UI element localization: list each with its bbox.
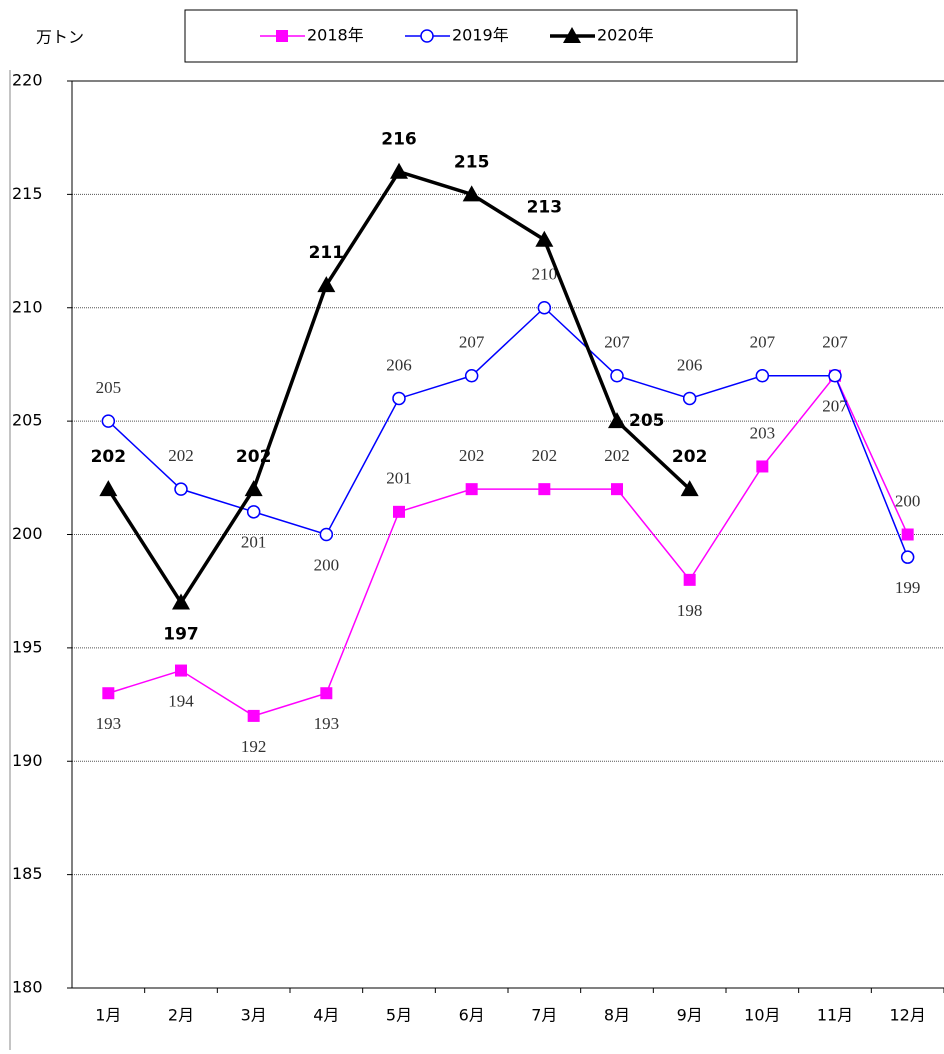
- data-label: 206: [386, 355, 412, 374]
- data-label: 207: [822, 333, 848, 352]
- data-point: [393, 505, 405, 518]
- y-tick-label: 185: [12, 864, 43, 883]
- x-tick-label: 9月: [677, 1006, 703, 1025]
- data-point: [172, 593, 190, 610]
- data-point: [174, 482, 188, 496]
- data-label: 206: [677, 355, 703, 374]
- y-tick-label: 210: [12, 297, 43, 316]
- data-label: 207: [750, 333, 776, 352]
- y-tick-label: 220: [12, 71, 43, 90]
- data-point: [247, 709, 260, 722]
- x-tick-label: 6月: [459, 1006, 485, 1025]
- data-point: [608, 412, 626, 429]
- data-label: 207: [459, 333, 485, 352]
- data-label: 202: [672, 447, 708, 467]
- data-point: [390, 162, 408, 179]
- data-label: 215: [454, 152, 490, 172]
- x-tick-label: 1月: [95, 1006, 121, 1025]
- data-label: 202: [532, 446, 558, 465]
- data-point: [102, 687, 115, 700]
- data-point: [317, 276, 336, 293]
- x-tick-label: 8月: [604, 1006, 630, 1025]
- data-label: 202: [168, 446, 194, 465]
- data-label: 197: [163, 625, 199, 645]
- series-line: [107, 306, 909, 558]
- data-label: 200: [314, 555, 340, 574]
- x-tick-label: 2月: [168, 1006, 194, 1025]
- data-point: [682, 391, 697, 406]
- data-label: 201: [241, 533, 267, 552]
- data-point: [244, 480, 263, 497]
- legend-marker: [563, 27, 581, 43]
- data-label: 202: [236, 447, 272, 467]
- data-point: [755, 369, 770, 383]
- data-point: [465, 483, 478, 496]
- data-label: 202: [91, 447, 127, 467]
- data-point: [680, 480, 699, 497]
- legend-marker: [420, 29, 434, 43]
- y-tick-label: 205: [12, 411, 43, 430]
- legend-label: 2019年: [452, 26, 509, 45]
- data-label: 200: [895, 491, 921, 510]
- data-point: [828, 369, 842, 383]
- data-point: [610, 369, 624, 383]
- x-tick-label: 5月: [386, 1006, 412, 1025]
- x-tick-label: 4月: [313, 1006, 339, 1025]
- data-point: [901, 528, 914, 541]
- data-label: 193: [96, 714, 122, 733]
- data-label: 203: [750, 423, 776, 442]
- series-line: [108, 374, 909, 717]
- data-point: [99, 480, 118, 497]
- data-point: [756, 460, 769, 473]
- data-label: 216: [381, 130, 417, 150]
- data-label: 199: [895, 578, 921, 597]
- y-tick-label: 190: [12, 751, 43, 770]
- data-point: [246, 505, 261, 519]
- y-tick-label: 180: [12, 978, 43, 997]
- data-point: [464, 369, 479, 383]
- data-label: 194: [168, 691, 194, 710]
- data-label: 207: [822, 397, 848, 416]
- y-axis-label: 万トン: [36, 28, 84, 47]
- data-label: 193: [314, 714, 340, 733]
- x-tick-label: 11月: [817, 1006, 853, 1025]
- data-label: 202: [604, 446, 630, 465]
- data-point: [175, 664, 187, 677]
- data-point: [900, 550, 915, 564]
- x-tick-label: 3月: [241, 1006, 267, 1025]
- x-tick-label: 7月: [531, 1006, 557, 1025]
- series-line: [106, 169, 691, 606]
- data-point: [538, 483, 551, 496]
- data-label: 205: [629, 411, 665, 431]
- data-label: 210: [532, 265, 558, 284]
- data-point: [537, 301, 552, 315]
- x-tick-label: 12月: [889, 1006, 925, 1025]
- data-label: 201: [386, 469, 412, 488]
- data-point: [320, 687, 333, 700]
- data-label: 198: [677, 601, 703, 620]
- y-tick-label: 200: [12, 524, 43, 543]
- data-point: [462, 185, 481, 202]
- data-label: 207: [604, 333, 630, 352]
- data-point: [611, 483, 623, 496]
- data-point: [392, 391, 406, 406]
- data-point: [101, 414, 116, 428]
- data-point: [683, 573, 696, 586]
- data-label: 192: [241, 737, 267, 756]
- legend-marker: [276, 30, 288, 42]
- data-label: 211: [309, 243, 345, 263]
- x-tick-label: 10月: [744, 1006, 780, 1025]
- data-point: [319, 527, 334, 542]
- data-point: [535, 230, 554, 247]
- data-label: 213: [527, 198, 563, 218]
- y-tick-label: 215: [12, 184, 43, 203]
- data-label: 205: [96, 378, 122, 397]
- legend-label: 2020年: [597, 26, 654, 45]
- y-tick-label: 195: [12, 637, 43, 656]
- legend-label: 2018年: [307, 26, 364, 45]
- data-label: 202: [459, 446, 485, 465]
